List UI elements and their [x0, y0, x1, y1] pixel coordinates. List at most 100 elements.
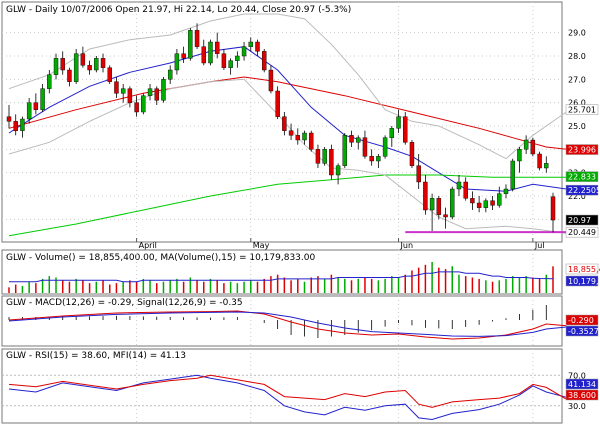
candle-body — [33, 102, 39, 110]
candle-body — [436, 198, 442, 215]
price-label-box — [565, 171, 599, 182]
candle-body — [6, 116, 12, 122]
candle-body — [335, 165, 341, 176]
candle-body — [389, 128, 395, 138]
macd-panel-title: GLW - MACD(12,26) = -0.29, Signal(12,26,… — [6, 298, 243, 308]
candle-body — [174, 53, 180, 71]
candle-body — [443, 214, 448, 218]
candle-body — [403, 116, 408, 143]
macd-signal-label-box — [565, 325, 599, 337]
candle-body — [255, 41, 260, 52]
month-label: May — [253, 241, 270, 250]
price-tick-label: 27.0 — [568, 75, 586, 84]
candle-body — [221, 53, 227, 68]
price-label-box — [565, 214, 599, 226]
candle-body — [376, 156, 381, 162]
candle-body — [497, 193, 502, 206]
candle-body — [517, 149, 522, 162]
candle-body — [295, 135, 301, 141]
price-tick-label: 25.0 — [568, 122, 586, 131]
candle-body — [282, 116, 287, 131]
candle-body — [416, 165, 421, 183]
candle-body — [268, 69, 274, 92]
overlay-ma50 — [8, 76, 567, 150]
candle-body — [503, 188, 509, 194]
candle-body — [241, 46, 247, 57]
price-tick-label: 22.0 — [568, 192, 586, 201]
price-label: 20.97 — [568, 216, 591, 225]
candle-body — [315, 149, 321, 164]
macd-signal-line — [8, 311, 567, 337]
candle-body — [409, 142, 415, 166]
candle-body — [94, 58, 99, 71]
candle-body — [181, 53, 186, 59]
overlay-ma200 — [8, 174, 567, 237]
candle-body — [141, 95, 146, 113]
price-label: 20.449 — [568, 228, 596, 237]
candle-body — [396, 116, 401, 129]
rsi-label: 38.600 — [568, 391, 596, 400]
candle-body — [20, 118, 25, 131]
candle-body — [470, 198, 475, 204]
volume-panel: GLW - Volume() = 18,855,400.00, MA(Volum… — [1, 249, 600, 295]
rsi-tick-label: 70.0 — [568, 371, 586, 380]
candle-body — [369, 156, 374, 162]
price-tick-label: 29.0 — [568, 29, 586, 38]
candle-body — [537, 153, 542, 169]
candle-body — [490, 200, 495, 206]
candle-body — [214, 41, 220, 54]
candle-body — [463, 181, 468, 199]
candle-body — [87, 65, 92, 71]
candle-body — [154, 88, 159, 101]
candle-body — [382, 137, 388, 157]
price-label: 22.833 — [568, 173, 596, 182]
candle-body — [60, 58, 65, 71]
price-label: 22.2505 — [568, 186, 600, 195]
overlay-bb-upper — [8, 13, 567, 160]
candle-body — [67, 69, 72, 82]
price-label-box — [565, 144, 599, 155]
candle-body — [161, 79, 166, 101]
candle-body — [100, 58, 106, 68]
candle-body — [147, 88, 153, 96]
volume-label-box — [565, 263, 599, 275]
candle-body — [523, 139, 529, 150]
mfi-label: 41.134 — [568, 380, 596, 389]
mfi-label-box — [565, 378, 599, 390]
macd-line — [8, 310, 567, 340]
candle-body — [544, 163, 549, 169]
candle-body — [275, 90, 280, 117]
candle-body — [483, 200, 489, 208]
candle-body — [550, 196, 556, 221]
volume-label: 18,855,40 — [568, 265, 600, 274]
candle-body — [73, 53, 79, 82]
overlay-ma20 — [8, 46, 567, 192]
candle-body — [194, 30, 200, 47]
candle-body — [107, 67, 112, 82]
candle-body — [208, 41, 213, 64]
candle-body — [456, 181, 462, 190]
month-label: Jul — [534, 241, 545, 250]
price-label: 25.701 — [568, 106, 596, 115]
candle-body — [53, 58, 59, 75]
volume-ma-label-box — [565, 275, 599, 287]
price-tick-label: 28.0 — [568, 52, 586, 61]
candle-body — [342, 135, 348, 166]
price-panel-frame — [1, 1, 563, 243]
price-tick-label: 26.0 — [568, 99, 586, 108]
macd-panel-frame — [1, 295, 563, 347]
candle-body — [120, 88, 126, 94]
candle-body — [362, 137, 368, 157]
candle-body — [261, 51, 267, 71]
candle-body — [235, 55, 240, 61]
candle-body — [40, 88, 45, 110]
candle-body — [114, 81, 119, 94]
candle-body — [188, 30, 193, 59]
rsi-line — [8, 374, 567, 408]
candle-body — [127, 88, 133, 103]
candle-body — [423, 181, 428, 211]
candle-body — [167, 69, 173, 80]
rsi-panel: GLW - RSI(15) = 38.60, MFI(14) = 41.13 7… — [1, 348, 599, 424]
macd-signal-label: -0.352728 — [568, 327, 600, 336]
candle-body — [476, 202, 482, 208]
